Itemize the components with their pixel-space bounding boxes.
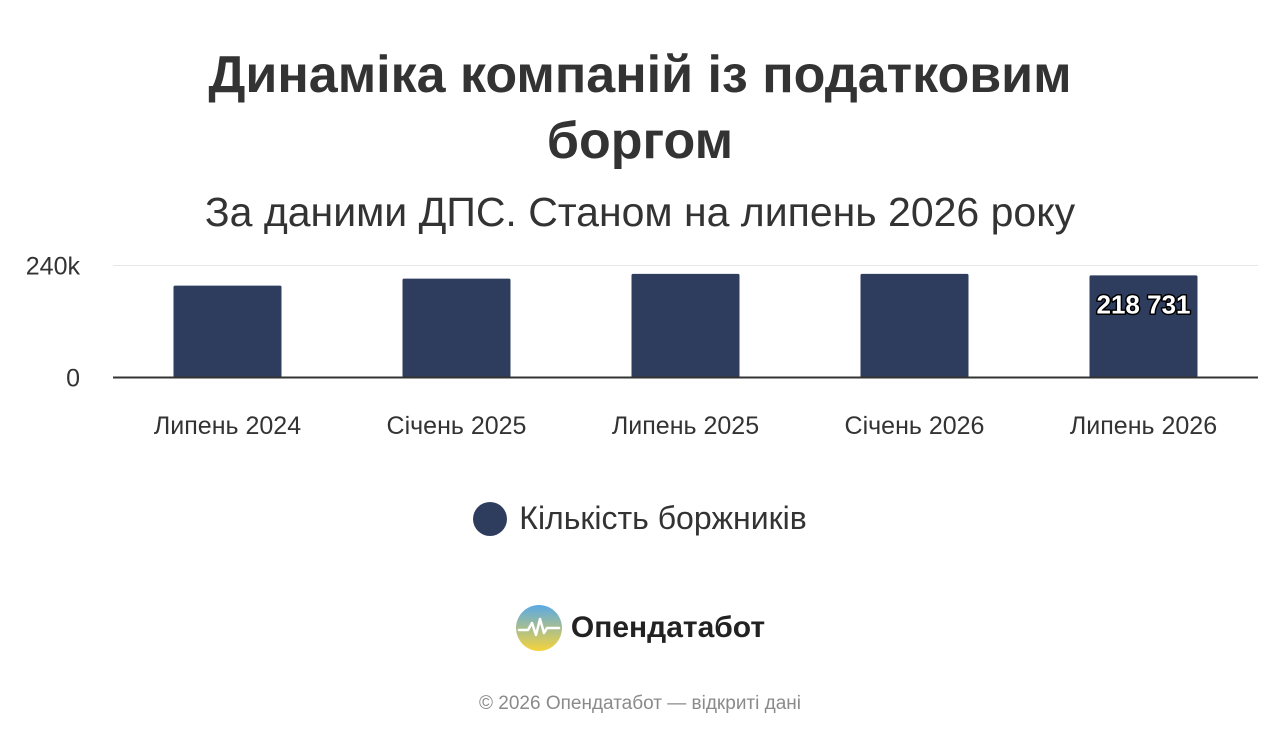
y-tick-label: 0 <box>66 365 80 393</box>
brand: Опендатабот <box>0 604 1280 652</box>
x-tick-label: Січень 2025 <box>387 412 527 440</box>
chart-subtitle: За даними ДПС. Станом на липень 2026 рок… <box>204 189 1076 235</box>
bar-4 <box>860 273 969 378</box>
bar-chart: 0 240k Липень 2024 Січень 2025 Липень 2025 Сі… <box>26 253 1258 440</box>
data-label: 218 731 <box>1097 289 1191 319</box>
bar-2 <box>402 278 511 378</box>
chart-title-text: Динаміка компаній із податковим боргом <box>208 46 1072 170</box>
opendatabot-logo-icon <box>515 605 562 651</box>
legend-marker-icon <box>473 501 508 536</box>
x-tick-label: Липень 2024 <box>154 412 301 440</box>
brand-name: Опендатабот <box>570 611 766 644</box>
chart-legend[interactable]: Кількість боржників <box>0 500 1280 537</box>
bar-5 <box>1089 275 1198 378</box>
footer-credit: © 2026 Опендатабот — відкриті дані <box>479 693 801 714</box>
bar-3 <box>631 273 740 378</box>
x-tick-label: Січень 2026 <box>845 412 985 440</box>
x-tick-label: Липень 2025 <box>612 412 759 440</box>
y-tick-label: 240k <box>26 253 81 281</box>
bar-1 <box>173 285 282 378</box>
x-tick-label: Липень 2026 <box>1070 412 1217 440</box>
legend-label: Кількість боржників <box>519 500 807 536</box>
chart-title: Динаміка компаній із податковим боргом <box>0 42 1280 174</box>
